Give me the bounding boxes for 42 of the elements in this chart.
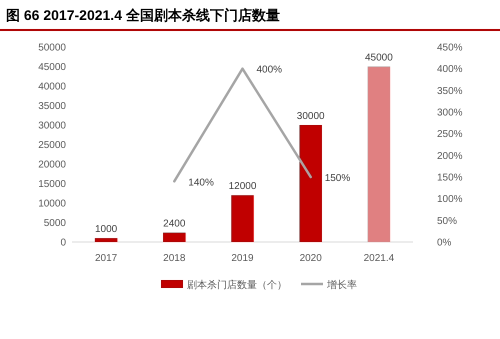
- y-tick-label: 0: [60, 238, 66, 248]
- data-label: 150%: [324, 173, 350, 184]
- y2-tick-label: 200%: [437, 150, 463, 162]
- data-label: 1000: [94, 224, 118, 236]
- legend-label: 增长率: [326, 279, 357, 291]
- bar: [299, 125, 322, 242]
- x-tick-label: 2020: [300, 253, 322, 264]
- y-tick-label: 30000: [38, 120, 66, 132]
- y2-tick-label: 350%: [437, 86, 463, 97]
- y2-tick-label: 50%: [437, 216, 458, 227]
- y2-tick-label: 400%: [437, 64, 463, 76]
- y-tick-label: 20000: [38, 160, 66, 170]
- bar: [94, 238, 118, 242]
- y-tick-label: 40000: [38, 82, 66, 92]
- x-tick-label: 2021.4: [364, 253, 395, 264]
- x-tick-label: 2019: [231, 253, 254, 264]
- legend-label: 剧本杀门店数量（个）: [187, 279, 287, 291]
- y2-tick-label: 250%: [437, 129, 463, 140]
- data-label: 30000: [296, 111, 326, 122]
- y2-tick-label: 150%: [437, 172, 463, 184]
- y2-tick-label: 300%: [437, 108, 463, 118]
- data-label: 45000: [364, 52, 394, 64]
- y-tick-label: 50000: [38, 42, 66, 54]
- data-label: 12000: [228, 181, 257, 192]
- y-tick-label: 5000: [44, 218, 66, 229]
- data-label: 2400: [163, 218, 186, 230]
- bar: [368, 66, 390, 242]
- x-tick-label: 2017: [94, 253, 118, 264]
- data-label: 400%: [256, 64, 282, 76]
- y-tick-label: 45000: [38, 62, 66, 73]
- y2-tick-label: 100%: [437, 194, 463, 206]
- data-label: 140%: [188, 177, 214, 188]
- x-tick-label: 2018: [163, 253, 186, 264]
- bar: [163, 232, 186, 242]
- y2-tick-label: 450%: [437, 42, 463, 54]
- y-tick-label: 10000: [38, 198, 66, 210]
- y-tick-label: 15000: [38, 179, 66, 190]
- y2-tick-label: 0%: [437, 238, 452, 248]
- y-tick-label: 35000: [38, 101, 66, 112]
- bar: [231, 195, 254, 242]
- chart-title: 图 66 2017-2021.4 全国剧本杀线下门店数量: [6, 7, 280, 23]
- y-tick-label: 25000: [38, 140, 66, 151]
